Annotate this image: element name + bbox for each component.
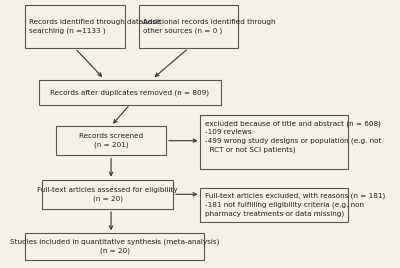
Text: Full-text articles excluded, with reasons (n = 181)
-181 not fulfilling eligibil: Full-text articles excluded, with reason…: [204, 193, 385, 217]
FancyBboxPatch shape: [200, 188, 348, 222]
FancyBboxPatch shape: [25, 5, 125, 48]
FancyBboxPatch shape: [138, 5, 238, 48]
Text: Records identified through database
searching (n =1133 ): Records identified through database sear…: [29, 19, 161, 34]
FancyBboxPatch shape: [56, 126, 166, 155]
Text: Records after duplicates removed (n = 809): Records after duplicates removed (n = 80…: [50, 89, 210, 96]
Text: Studies included in quantitative synthesis (meta-analysis)
(n = 20): Studies included in quantitative synthes…: [10, 239, 219, 254]
FancyBboxPatch shape: [200, 115, 348, 169]
FancyBboxPatch shape: [25, 233, 204, 260]
FancyBboxPatch shape: [39, 80, 221, 105]
Text: Full-text articles assessed for eligibility
(n = 20): Full-text articles assessed for eligibil…: [37, 187, 178, 202]
Text: excluded because of title and abstract (n = 608)
-109 reviews
-499 wrong study d: excluded because of title and abstract (…: [204, 121, 381, 153]
Text: Records screened
(n = 201): Records screened (n = 201): [79, 133, 143, 148]
Text: Additional records identified through
other sources (n = 0 ): Additional records identified through ot…: [143, 19, 275, 34]
FancyBboxPatch shape: [42, 180, 173, 209]
